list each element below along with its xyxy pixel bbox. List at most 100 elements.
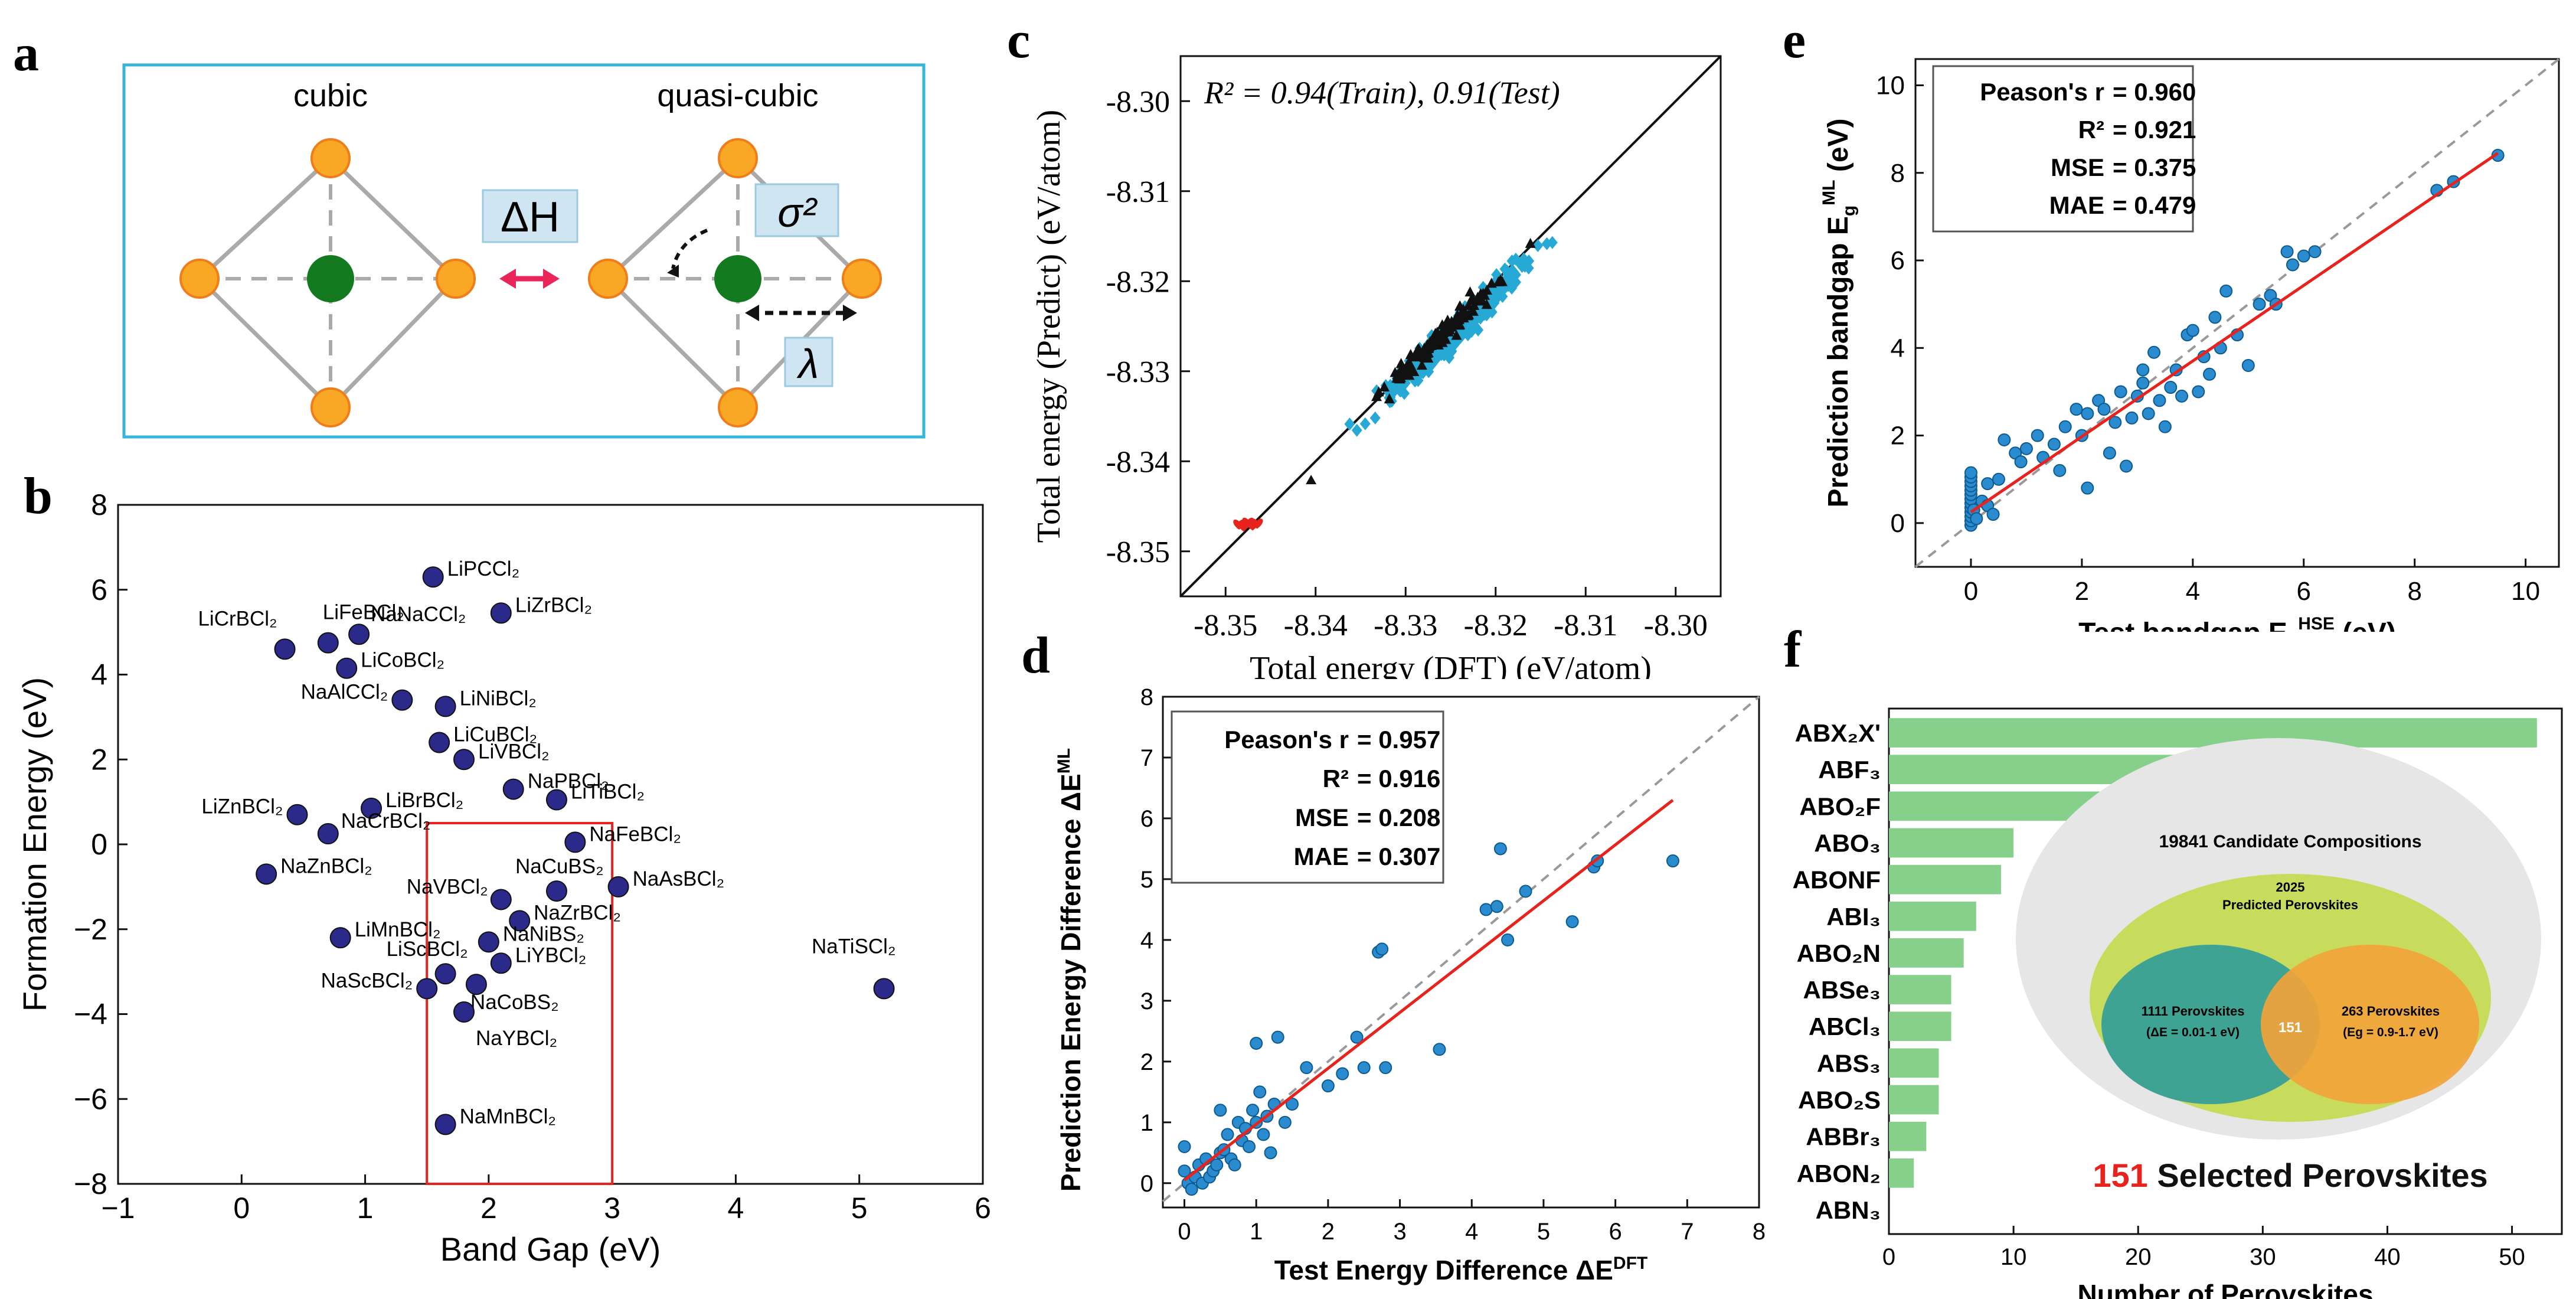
data-point [2219, 284, 2233, 298]
data-point [317, 632, 339, 654]
point-label: NaScBCl₂ [321, 969, 413, 992]
x-tick-label: 50 [2499, 1244, 2525, 1270]
panel-b: b −1 0 1 2 3 4 5 6 −8 −6 −4 −2 0 2 4 6 8 LiPCCl₂ LiZrBCl₂ L… [0, 466, 1003, 1299]
data-point [453, 1001, 475, 1023]
x-axis-title: Band Gap (eV) [440, 1231, 661, 1268]
category-label: ABI₃ [1826, 903, 1881, 931]
data-point [2153, 394, 2166, 407]
data-point [2114, 385, 2127, 399]
x-tick-label: −1 [101, 1192, 135, 1225]
data-point [274, 638, 296, 660]
data-point [2297, 249, 2310, 263]
anion-bottom [310, 387, 351, 427]
train-point [1423, 365, 1434, 378]
stat-value: = 0.375 [2113, 154, 2196, 181]
category-label: ABS₃ [1817, 1049, 1881, 1077]
panel-a: a cubic ΔH [0, 0, 968, 466]
test-point [1452, 309, 1463, 320]
data-point [2253, 298, 2266, 311]
y-tick-label: 8 [1140, 684, 1153, 710]
data-point [1243, 1140, 1256, 1154]
train-point [1541, 237, 1552, 250]
y-tick-label: 7 [1140, 745, 1153, 771]
y-tick-label: 4 [1140, 928, 1153, 954]
data-point [1986, 508, 2000, 521]
stats-box [1932, 65, 2194, 233]
data-point [453, 749, 475, 771]
test-point [1437, 337, 1448, 347]
test-point [1467, 292, 1478, 302]
test-point [1430, 328, 1441, 338]
data-point [1350, 1030, 1364, 1044]
y-tick-label: 2 [91, 743, 107, 776]
point-label: LiMnBCl₂ [355, 918, 441, 941]
x-tick-label: 20 [2125, 1244, 2152, 1270]
data-point [502, 778, 524, 800]
data-point [2203, 367, 2217, 381]
train-point [1547, 236, 1558, 249]
data-point [434, 963, 456, 985]
y-tick-label: -8.34 [1106, 445, 1170, 479]
test-point [1420, 348, 1431, 358]
x-tick-label: 30 [2250, 1244, 2276, 1270]
data-point [2186, 324, 2199, 337]
y-tick-label: 6 [91, 573, 107, 606]
panel-d-label: d [1021, 627, 1050, 684]
test-point [1459, 306, 1470, 317]
stat-value: = 0.208 [1357, 804, 1440, 831]
y-tick-label: 0 [1140, 1171, 1153, 1197]
point-label: LiZrBCl₂ [515, 593, 592, 616]
train-point [1413, 374, 1424, 387]
highlight-box [426, 822, 614, 1185]
test-point [1525, 237, 1536, 248]
category-label: ABCl₃ [1809, 1013, 1881, 1040]
x-tick-label: 40 [2374, 1244, 2401, 1270]
test-point [1405, 359, 1416, 370]
x-tick-label: 1 [1250, 1219, 1263, 1245]
x-tick-label: 8 [1753, 1219, 1766, 1245]
data-point [416, 978, 438, 1000]
x-tick-label: 2 [480, 1192, 497, 1225]
double-arrow-icon [499, 269, 560, 289]
data-point [545, 880, 567, 902]
data-point [391, 689, 413, 711]
x-tick-label: 6 [1609, 1219, 1622, 1245]
bar [1889, 901, 1976, 931]
test-point [1493, 276, 1504, 286]
data-point [1964, 466, 1977, 479]
y-tick-label: 2 [1140, 1049, 1153, 1075]
x-tick-label: 3 [1393, 1219, 1406, 1245]
y-tick-label: 8 [1891, 159, 1905, 188]
train-point [1532, 239, 1544, 253]
data-point [2047, 438, 2061, 451]
panel-e: e 0 0 2 2 4 4 6 6 8 8 10 10 Peason's r = 0.960 R² = 0.9… [1771, 0, 2576, 632]
point-label: NaVBCl₂ [407, 875, 488, 898]
bar [1889, 975, 1951, 1004]
x-tick-label: -8.33 [1374, 609, 1437, 642]
y-tick-label: -8.35 [1106, 536, 1170, 569]
stat-value: = 0.957 [1357, 726, 1440, 753]
data-point [2019, 442, 2033, 455]
train-point [1411, 361, 1422, 374]
point-label: LiScBCl₂ [387, 938, 468, 961]
data-point [873, 978, 895, 1000]
identity-line [1914, 58, 2560, 568]
train-point [1491, 292, 1502, 305]
train-point [1491, 268, 1502, 282]
predicted-label: Predicted Perovskites [2222, 897, 2358, 912]
inset-venn: 19841 Candidate Compositions 2025 Predicte… [2016, 738, 2541, 1140]
x-axis-title: Number of Perovskites [2077, 1279, 2373, 1299]
anion-right [436, 259, 476, 299]
bandgap-chart: 0 0 2 2 4 4 6 6 8 8 10 10 Peason's r = 0.960 R² = 0.921… [1819, 58, 2560, 632]
test-point [1449, 318, 1460, 328]
bar [1889, 1011, 1951, 1042]
cubic-octahedron [179, 138, 476, 427]
data-point [2070, 403, 2083, 416]
bandgap-range: (Eg = 0.9-1.7 eV) [2343, 1026, 2438, 1039]
x-tick-label: 5 [1537, 1219, 1550, 1245]
point-label: NaTiSCl₂ [812, 935, 896, 958]
stats-box [1171, 710, 1444, 884]
data-point [2103, 446, 2116, 460]
data-point [1210, 1158, 1224, 1171]
point-label: NaNaCCl₂ [371, 603, 466, 626]
